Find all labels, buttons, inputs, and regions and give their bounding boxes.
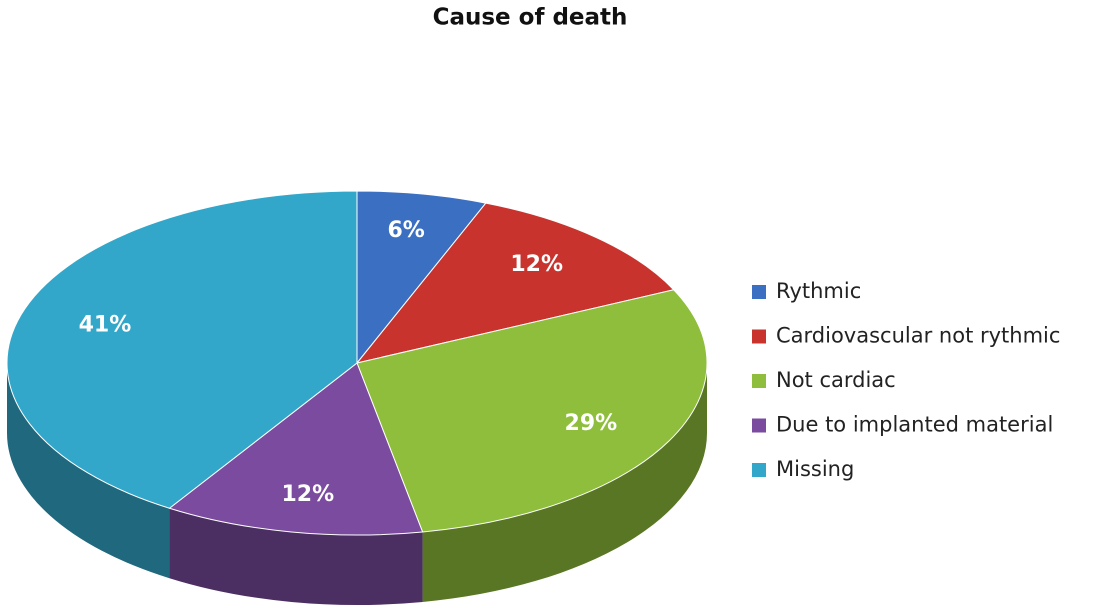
data-label: 12% bbox=[510, 252, 563, 277]
legend-swatch bbox=[752, 374, 766, 388]
data-label: 41% bbox=[79, 313, 132, 338]
slice bbox=[356, 289, 708, 533]
slice bbox=[355, 202, 675, 364]
legend-label: Not cardiac bbox=[776, 368, 896, 392]
data-label: 12% bbox=[281, 482, 334, 507]
slice bbox=[6, 190, 358, 509]
legend-label: Due to implanted material bbox=[776, 413, 1053, 437]
legend-swatch bbox=[752, 329, 766, 344]
legend-swatch bbox=[752, 285, 766, 299]
legend-label: Missing bbox=[776, 457, 854, 481]
chart-title: Cause of death bbox=[433, 5, 628, 31]
legend-swatch bbox=[752, 418, 766, 433]
legend-swatch bbox=[752, 463, 766, 477]
slice-side bbox=[7, 363, 170, 579]
slice-side bbox=[169, 508, 423, 605]
data-label: 6% bbox=[388, 218, 425, 243]
legend-label: Cardiovascular not rythmic bbox=[776, 324, 1060, 348]
slice bbox=[168, 362, 424, 536]
slice bbox=[356, 190, 487, 365]
data-label: 29% bbox=[565, 411, 618, 436]
legend-label: Rythmic bbox=[776, 279, 861, 303]
slice-side bbox=[422, 363, 707, 602]
